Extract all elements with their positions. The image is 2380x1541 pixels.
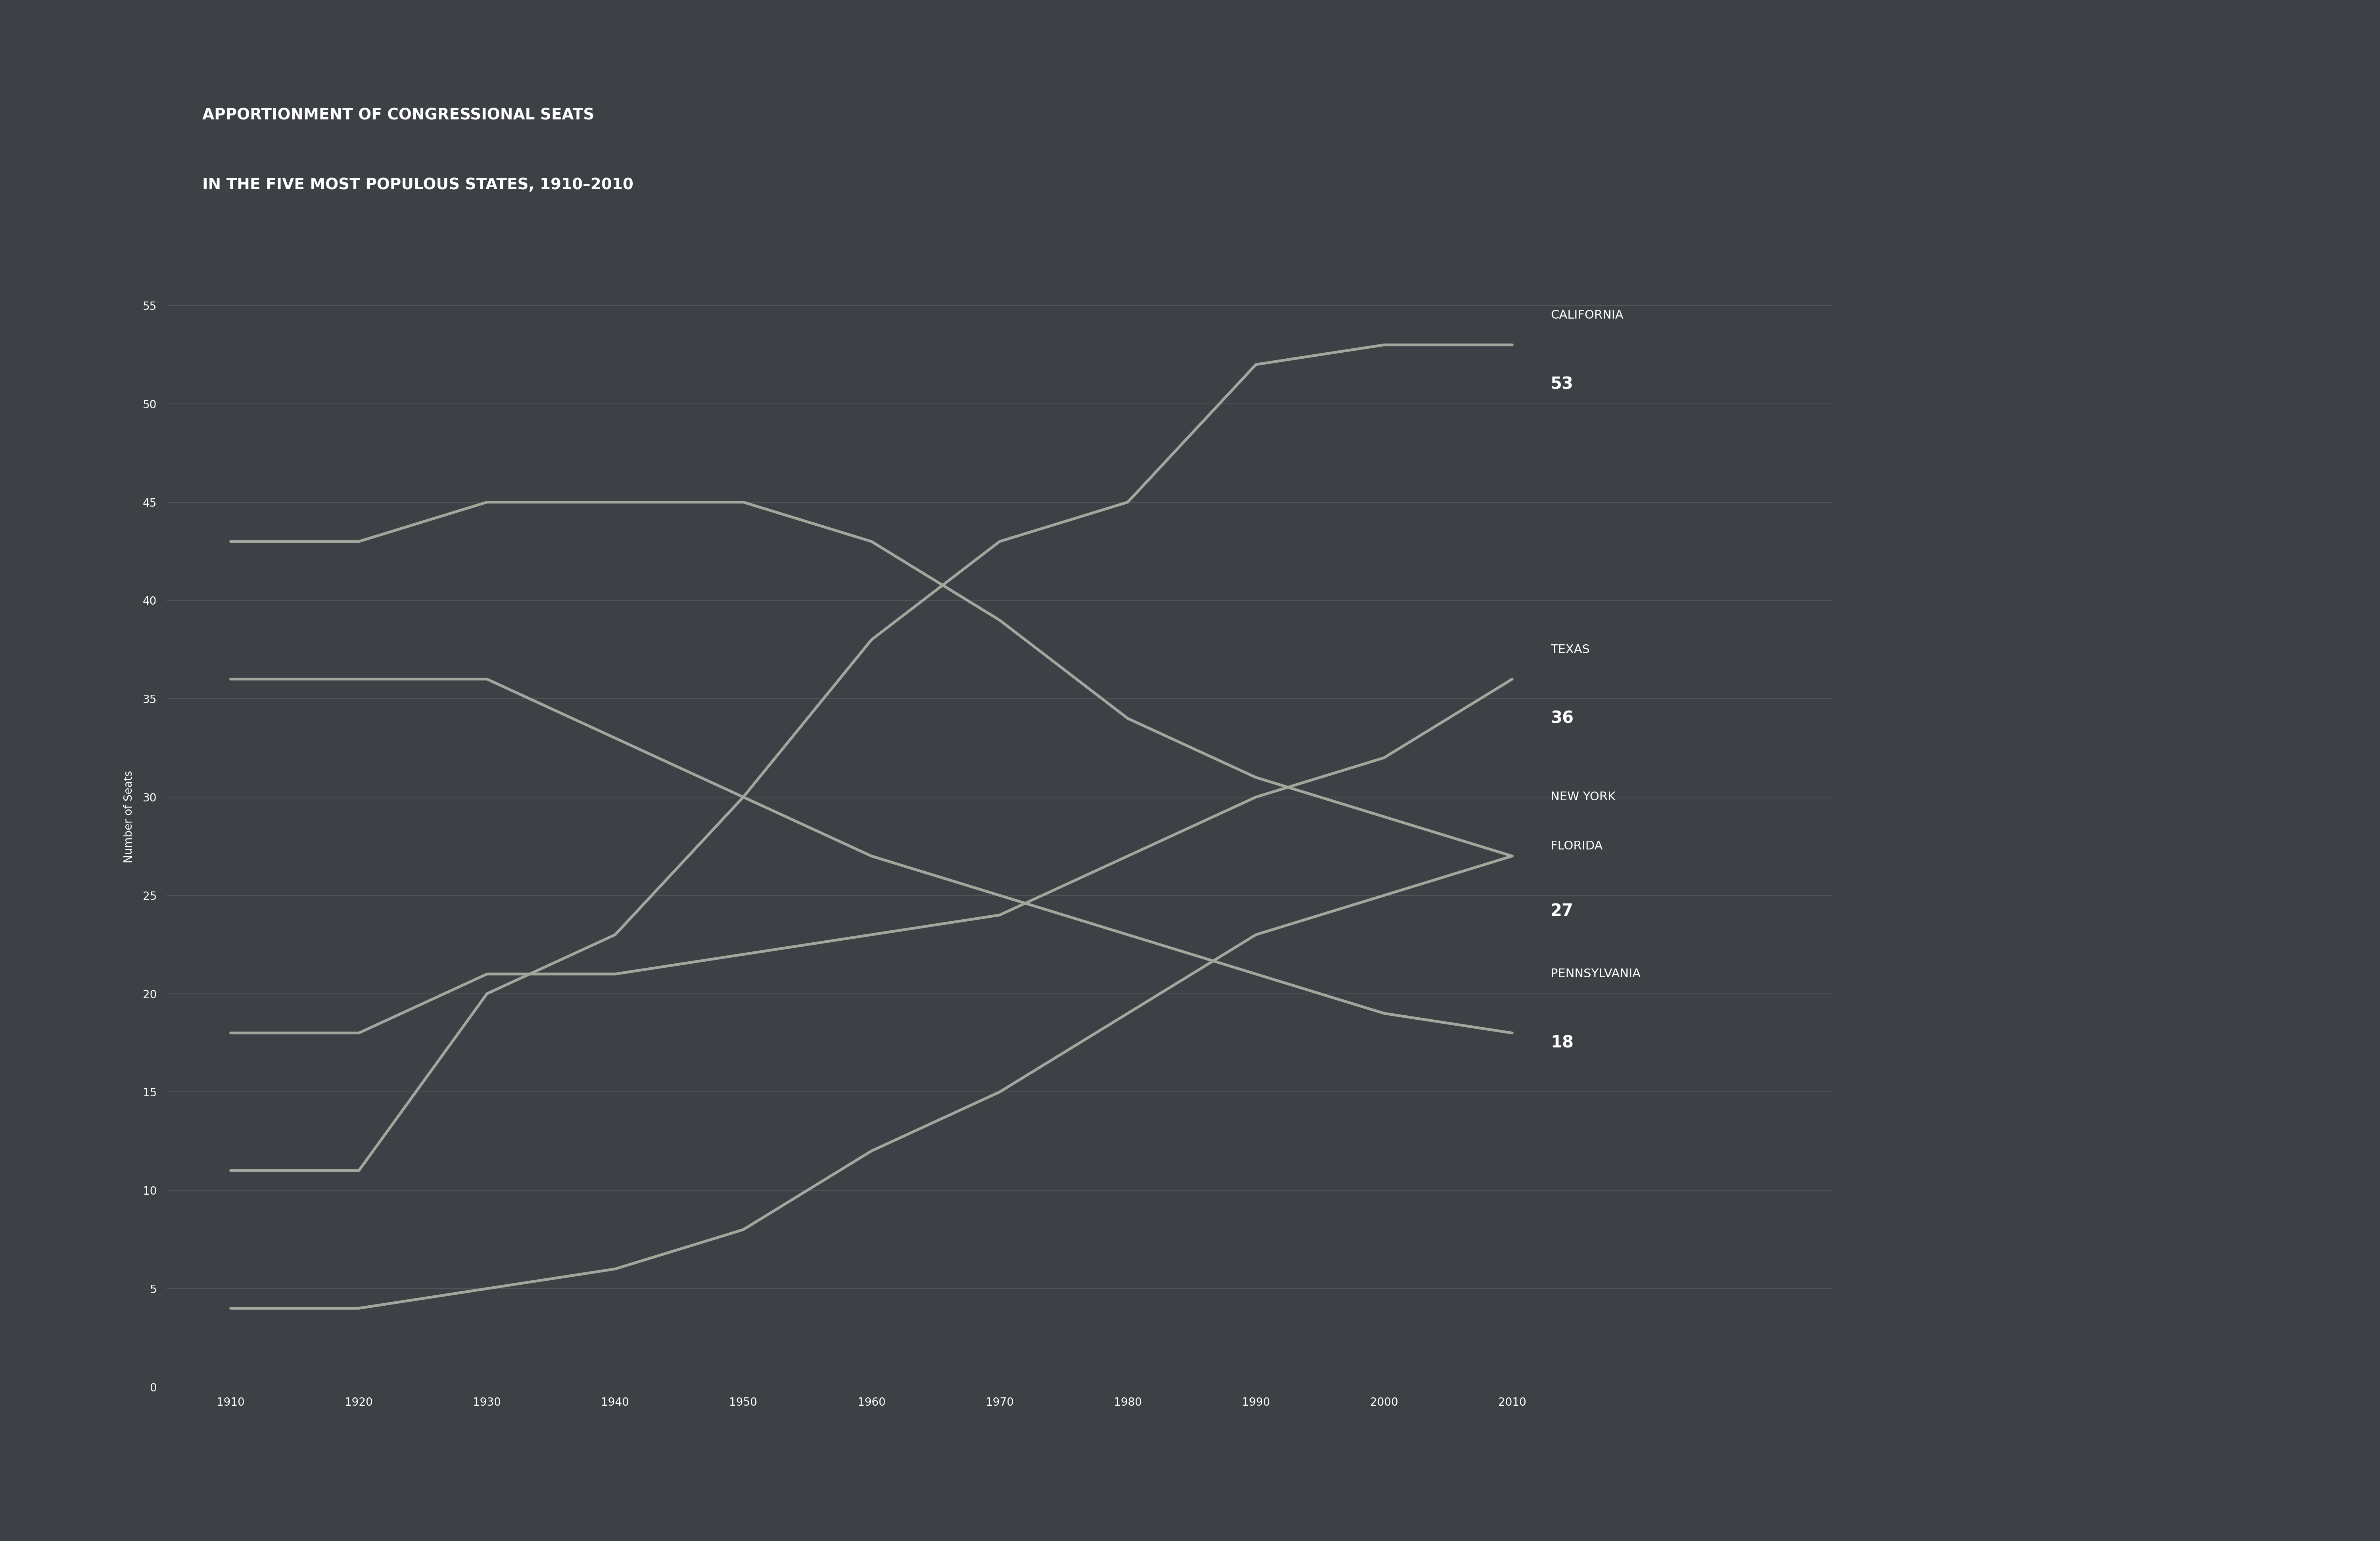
Text: TEXAS: TEXAS (1552, 644, 1590, 655)
Text: APPORTIONMENT OF CONGRESSIONAL SEATS: APPORTIONMENT OF CONGRESSIONAL SEATS (202, 108, 595, 123)
Text: FLORIDA: FLORIDA (1552, 840, 1602, 852)
Text: 27: 27 (1552, 903, 1573, 920)
Y-axis label: Number of Seats: Number of Seats (124, 770, 133, 863)
Text: 18: 18 (1552, 1034, 1573, 1051)
Text: IN THE FIVE MOST POPULOUS STATES, 1910–2010: IN THE FIVE MOST POPULOUS STATES, 1910–2… (202, 177, 633, 193)
Text: NEW YORK: NEW YORK (1552, 792, 1616, 803)
Text: 36: 36 (1552, 710, 1573, 727)
Text: CALIFORNIA: CALIFORNIA (1552, 310, 1623, 321)
Text: PENNSYLVANIA: PENNSYLVANIA (1552, 968, 1640, 980)
Text: 53: 53 (1552, 376, 1573, 393)
